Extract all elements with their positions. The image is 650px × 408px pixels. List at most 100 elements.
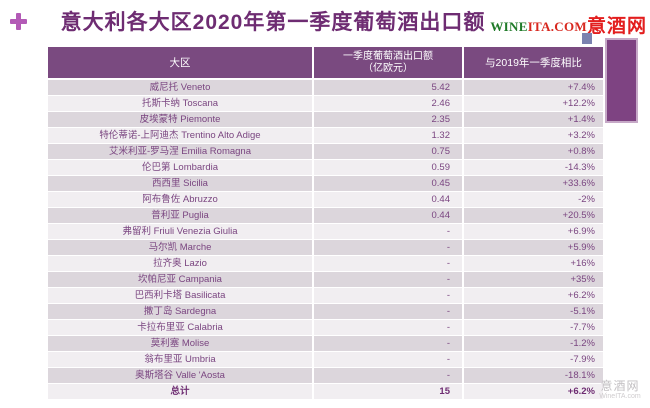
value-cell: 0.59 — [314, 160, 462, 175]
value-cell: - — [314, 224, 462, 239]
table-row: 皮埃蒙特 Piemonte 2.35 +1.4% — [48, 112, 603, 127]
table-row: 特伦蒂诺-上阿迪杰 Trentino Alto Adige 1.32 +3.2% — [48, 128, 603, 143]
table-row: 马尔凯 Marche - +5.9% — [48, 240, 603, 255]
value-cell: - — [314, 320, 462, 335]
value-cell: - — [314, 368, 462, 383]
change-cell: +5.9% — [464, 240, 603, 255]
table-row: 威尼托 Veneto 5.42 +7.4% — [48, 80, 603, 95]
region-cell: 西西里 Sicilia — [48, 176, 312, 191]
change-cell: +0.8% — [464, 144, 603, 159]
region-cell: 撒丁岛 Sardegna — [48, 304, 312, 319]
region-cell: 伦巴第 Lombardia — [48, 160, 312, 175]
total-value-cell: 15 — [314, 384, 462, 399]
table-row: 艾米利亚-罗马涅 Emilia Romagna 0.75 +0.8% — [48, 144, 603, 159]
region-cell: 巴西利卡塔 Basilicata — [48, 288, 312, 303]
region-cell: 皮埃蒙特 Piemonte — [48, 112, 312, 127]
total-label-cell: 总计 — [48, 384, 312, 399]
table-row: 弗留利 Friuli Venezia Giulia - +6.9% — [48, 224, 603, 239]
header-region: 大区 — [48, 47, 312, 78]
header-change: 与2019年一季度相比 — [464, 47, 603, 78]
deco-square — [582, 33, 592, 44]
table-row: 托斯卡纳 Toscana 2.46 +12.2% — [48, 96, 603, 111]
change-cell: -14.3% — [464, 160, 603, 175]
change-cell: +6.2% — [464, 288, 603, 303]
table-row: 拉齐奥 Lazio - +16% — [48, 256, 603, 271]
total-change-cell: +6.2% — [464, 384, 603, 399]
region-cell: 托斯卡纳 Toscana — [48, 96, 312, 111]
deco-bar — [605, 38, 638, 123]
export-table: 大区 一季度葡萄酒出口额 （亿欧元） 与2019年一季度相比 威尼托 Venet… — [48, 47, 603, 400]
region-cell: 卡拉布里亚 Calabria — [48, 320, 312, 335]
watermark-en: WineITA.com — [599, 393, 641, 401]
value-cell: - — [314, 336, 462, 351]
change-cell: -5.1% — [464, 304, 603, 319]
header-export-value: 一季度葡萄酒出口额 （亿欧元） — [314, 47, 462, 78]
table-total-row: 总计 15 +6.2% — [48, 384, 603, 399]
table-body: 威尼托 Veneto 5.42 +7.4% 托斯卡纳 Toscana 2.46 … — [48, 80, 603, 383]
table-row: 西西里 Sicilia 0.45 +33.6% — [48, 176, 603, 191]
value-cell: 2.35 — [314, 112, 462, 127]
value-cell: 2.46 — [314, 96, 462, 111]
value-cell: 1.32 — [314, 128, 462, 143]
region-cell: 翁布里亚 Umbria — [48, 352, 312, 367]
change-cell: +16% — [464, 256, 603, 271]
value-cell: 0.44 — [314, 208, 462, 223]
region-cell: 莫利塞 Molise — [48, 336, 312, 351]
region-cell: 弗留利 Friuli Venezia Giulia — [48, 224, 312, 239]
value-cell: 5.42 — [314, 80, 462, 95]
value-cell: 0.45 — [314, 176, 462, 191]
page-title: 意大利各大区2020年第一季度葡萄酒出口额 — [60, 11, 486, 34]
change-cell: +12.2% — [464, 96, 603, 111]
value-cell: - — [314, 352, 462, 367]
logo-wine-text: WINE — [490, 19, 528, 34]
region-cell: 特伦蒂诺-上阿迪杰 Trentino Alto Adige — [48, 128, 312, 143]
table-row: 卡拉布里亚 Calabria - -7.7% — [48, 320, 603, 335]
plus-icon — [10, 13, 27, 30]
value-cell: - — [314, 272, 462, 287]
value-cell: - — [314, 304, 462, 319]
region-cell: 艾米利亚-罗马涅 Emilia Romagna — [48, 144, 312, 159]
change-cell: -18.1% — [464, 368, 603, 383]
region-cell: 坎帕尼亚 Campania — [48, 272, 312, 287]
header-export-line1: 一季度葡萄酒出口额 — [343, 51, 433, 62]
table-row: 普利亚 Puglia 0.44 +20.5% — [48, 208, 603, 223]
value-cell: - — [314, 256, 462, 271]
change-cell: -7.9% — [464, 352, 603, 367]
site-watermark: 意酒网 WineITA.com — [594, 379, 646, 401]
watermark-cn: 意酒网 — [600, 379, 640, 394]
region-cell: 拉齐奥 Lazio — [48, 256, 312, 271]
logo-cn-text: 意酒网 — [586, 16, 647, 37]
table-row: 撒丁岛 Sardegna - -5.1% — [48, 304, 603, 319]
change-cell: +20.5% — [464, 208, 603, 223]
change-cell: -1.2% — [464, 336, 603, 351]
table-row: 奥斯塔谷 Valle 'Aosta - -18.1% — [48, 368, 603, 383]
header-export-line2: （亿欧元） — [363, 62, 413, 74]
value-cell: 0.75 — [314, 144, 462, 159]
site-logo: WINEITA.COM意酒网 — [490, 11, 647, 38]
value-cell: - — [314, 288, 462, 303]
table-row: 莫利塞 Molise - -1.2% — [48, 336, 603, 351]
change-cell: +1.4% — [464, 112, 603, 127]
change-cell: +7.4% — [464, 80, 603, 95]
change-cell: +6.9% — [464, 224, 603, 239]
change-cell: +33.6% — [464, 176, 603, 191]
region-cell: 马尔凯 Marche — [48, 240, 312, 255]
table-row: 翁布里亚 Umbria - -7.9% — [48, 352, 603, 367]
change-cell: +3.2% — [464, 128, 603, 143]
region-cell: 普利亚 Puglia — [48, 208, 312, 223]
region-cell: 阿布鲁佐 Abruzzo — [48, 192, 312, 207]
change-cell: -2% — [464, 192, 603, 207]
table-row: 阿布鲁佐 Abruzzo 0.44 -2% — [48, 192, 603, 207]
table-header-row: 大区 一季度葡萄酒出口额 （亿欧元） 与2019年一季度相比 — [48, 47, 603, 78]
region-cell: 奥斯塔谷 Valle 'Aosta — [48, 368, 312, 383]
table-row: 巴西利卡塔 Basilicata - +6.2% — [48, 288, 603, 303]
table-row: 坎帕尼亚 Campania - +35% — [48, 272, 603, 287]
logo-ita-text: ITA.COM — [527, 19, 587, 34]
change-cell: -7.7% — [464, 320, 603, 335]
change-cell: +35% — [464, 272, 603, 287]
value-cell: - — [314, 240, 462, 255]
region-cell: 威尼托 Veneto — [48, 80, 312, 95]
table-row: 伦巴第 Lombardia 0.59 -14.3% — [48, 160, 603, 175]
value-cell: 0.44 — [314, 192, 462, 207]
